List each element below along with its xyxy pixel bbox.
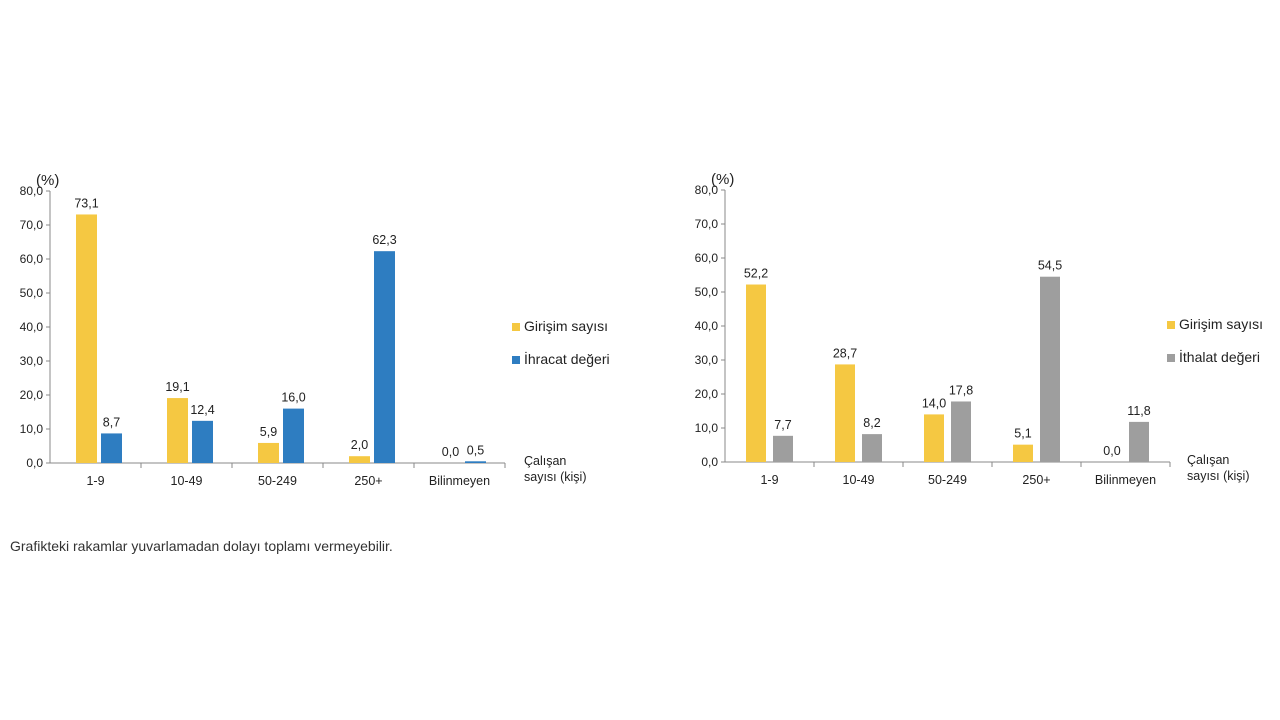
export-legend-label: Girişim sayısı bbox=[524, 318, 608, 334]
footnote: Grafikteki rakamlar yuvarlamadan dolayı … bbox=[10, 538, 393, 554]
export-data-label: 0,0 bbox=[442, 445, 459, 459]
import-bar bbox=[746, 284, 766, 462]
import-y-tick-label: 80,0 bbox=[695, 183, 719, 197]
import-x-axis-label: Çalışan bbox=[1187, 453, 1229, 467]
import-x-axis-label: sayısı (kişi) bbox=[1187, 469, 1250, 483]
export-legend-swatch bbox=[512, 356, 520, 364]
export-x-tick-label: 250+ bbox=[354, 474, 382, 488]
export-bar bbox=[101, 433, 122, 463]
export-y-tick-label: 10,0 bbox=[20, 422, 44, 436]
import-data-label: 17,8 bbox=[949, 383, 973, 397]
import-y-tick-label: 40,0 bbox=[695, 319, 719, 333]
import-y-tick-label: 30,0 bbox=[695, 353, 719, 367]
import-y-tick-label: 60,0 bbox=[695, 251, 719, 265]
import-bar bbox=[835, 364, 855, 462]
import-data-label: 14,0 bbox=[922, 396, 946, 410]
export-chart: (%) 0,0 10,0 20,0 30,0 40,0 50,0 60,0 70,0 80,0 1-… bbox=[0, 150, 640, 505]
import-bar bbox=[773, 435, 793, 462]
import-x-tick-label: 10-49 bbox=[843, 473, 875, 487]
import-bar bbox=[1040, 276, 1060, 462]
import-bar bbox=[924, 414, 944, 462]
import-data-label: 28,7 bbox=[833, 346, 857, 360]
import-y-tick-label: 70,0 bbox=[695, 217, 719, 231]
export-data-label: 19,1 bbox=[165, 380, 189, 394]
import-legend-label: Girişim sayısı bbox=[1179, 316, 1263, 332]
export-data-label: 12,4 bbox=[190, 403, 214, 417]
import-y-axis-label: (%) bbox=[711, 171, 734, 188]
export-data-label: 5,9 bbox=[260, 425, 277, 439]
import-legend-swatch bbox=[1167, 321, 1175, 329]
import-y-tick-label: 0,0 bbox=[701, 455, 718, 469]
export-data-label: 8,7 bbox=[103, 415, 120, 429]
export-legend-swatch bbox=[512, 323, 520, 331]
export-x-tick-label: 50-249 bbox=[258, 474, 297, 488]
export-x-axis-label: sayısı (kişi) bbox=[524, 470, 587, 484]
export-bar bbox=[76, 214, 97, 463]
import-legend-label: İthalat değeri bbox=[1179, 348, 1260, 365]
import-bar bbox=[951, 401, 971, 462]
import-data-label: 7,7 bbox=[774, 418, 791, 432]
export-bar bbox=[258, 442, 279, 463]
import-chart: (%) 0,0 10,0 20,0 30,0 40,0 50,0 60,0 70,0 80,0 1-… bbox=[670, 150, 1280, 505]
export-y-axis-label: (%) bbox=[36, 172, 59, 189]
export-x-tick-label: 10-49 bbox=[171, 474, 203, 488]
import-bar bbox=[862, 434, 882, 462]
import-data-label: 8,2 bbox=[863, 416, 880, 430]
export-bar bbox=[167, 398, 188, 463]
export-y-tick-label: 20,0 bbox=[20, 388, 44, 402]
export-data-label: 73,1 bbox=[74, 196, 98, 210]
import-x-tick-label: Bilinmeyen bbox=[1095, 473, 1156, 487]
export-y-tick-label: 60,0 bbox=[20, 252, 44, 266]
import-x-tick-label: 50-249 bbox=[928, 473, 967, 487]
export-bar bbox=[465, 461, 486, 463]
import-data-label: 0,0 bbox=[1103, 444, 1120, 458]
import-bar bbox=[1013, 444, 1033, 462]
export-x-tick-label: 1-9 bbox=[86, 474, 104, 488]
export-x-tick-label: Bilinmeyen bbox=[429, 474, 490, 488]
export-data-label: 16,0 bbox=[281, 391, 305, 405]
import-y-tick-label: 50,0 bbox=[695, 285, 719, 299]
export-y-tick-label: 80,0 bbox=[20, 184, 44, 198]
import-bar bbox=[1129, 421, 1149, 462]
export-data-label: 62,3 bbox=[372, 233, 396, 247]
export-bar bbox=[283, 408, 304, 463]
import-y-tick-label: 10,0 bbox=[695, 421, 719, 435]
export-data-label: 2,0 bbox=[351, 438, 368, 452]
export-y-tick-label: 40,0 bbox=[20, 320, 44, 334]
import-y-tick-label: 20,0 bbox=[695, 387, 719, 401]
export-y-tick-label: 70,0 bbox=[20, 218, 44, 232]
import-x-tick-label: 1-9 bbox=[760, 473, 778, 487]
export-data-label: 0,5 bbox=[467, 443, 484, 457]
export-y-tick-label: 50,0 bbox=[20, 286, 44, 300]
import-data-label: 5,1 bbox=[1014, 427, 1031, 441]
import-data-label: 52,2 bbox=[744, 267, 768, 281]
export-bar bbox=[192, 420, 213, 463]
export-y-tick-label: 30,0 bbox=[20, 354, 44, 368]
export-y-tick-label: 0,0 bbox=[26, 456, 43, 470]
import-data-label: 54,5 bbox=[1038, 259, 1062, 273]
export-chart-svg: (%) 0,0 10,0 20,0 30,0 40,0 50,0 60,0 70,0 80,0 1-… bbox=[20, 172, 610, 488]
export-bar bbox=[349, 456, 370, 463]
import-data-label: 11,8 bbox=[1127, 404, 1150, 418]
export-legend-label: İhracat değeri bbox=[524, 350, 610, 367]
export-x-axis-label: Çalışan bbox=[524, 454, 566, 468]
import-legend-swatch bbox=[1167, 354, 1175, 362]
export-bar bbox=[374, 251, 395, 463]
import-chart-svg: (%) 0,0 10,0 20,0 30,0 40,0 50,0 60,0 70,0 80,0 1-… bbox=[695, 171, 1263, 487]
import-x-tick-label: 250+ bbox=[1022, 473, 1050, 487]
